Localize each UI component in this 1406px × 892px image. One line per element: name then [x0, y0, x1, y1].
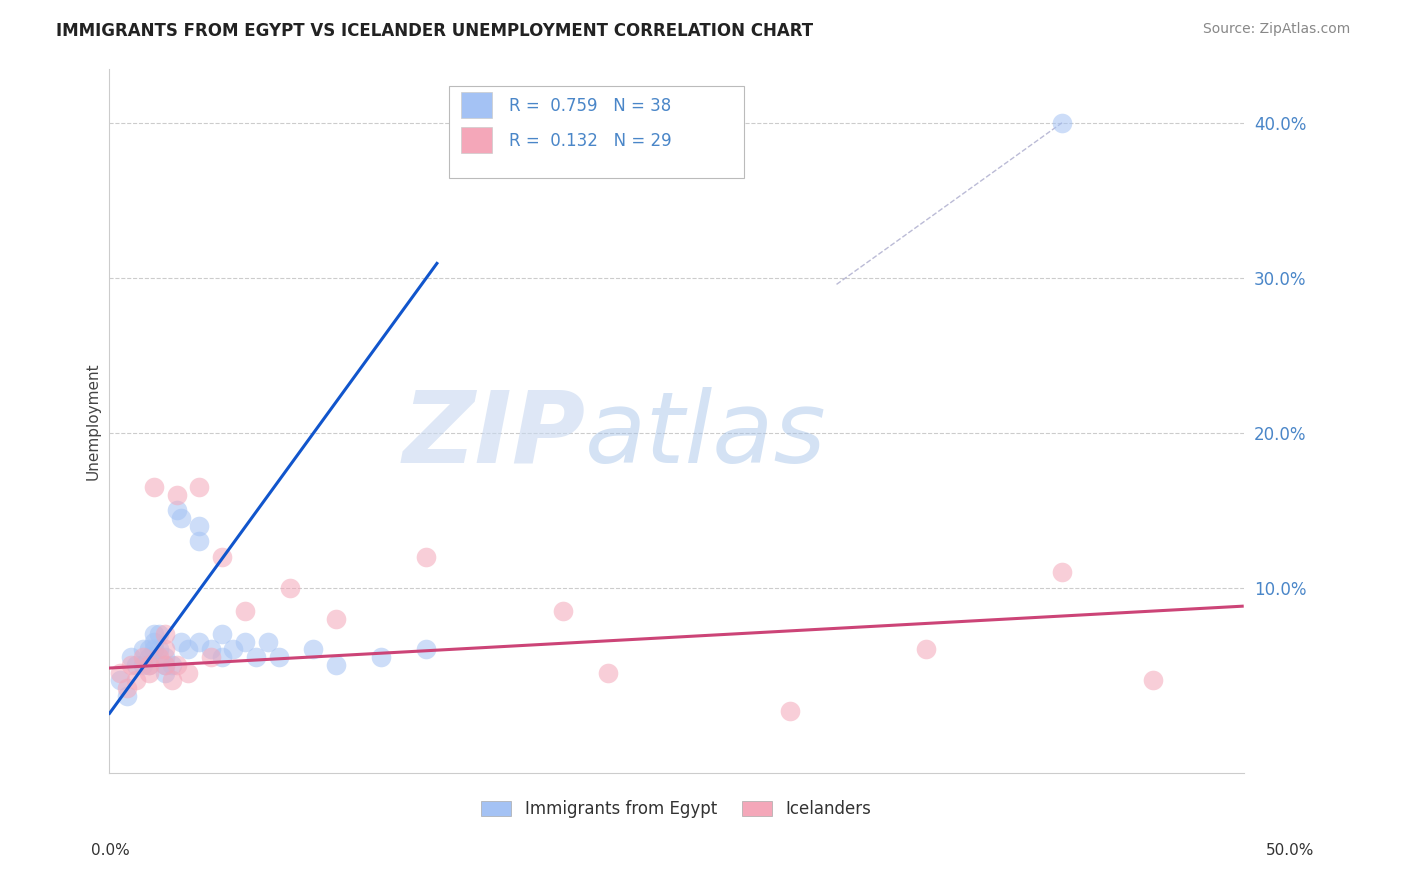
Text: atlas: atlas: [585, 386, 827, 483]
Point: [138, 642, 160, 657]
Point: [166, 503, 188, 517]
Point: [177, 665, 200, 680]
Point: [278, 581, 301, 595]
Point: [115, 689, 138, 703]
Point: [245, 650, 267, 665]
Point: [125, 673, 148, 688]
Point: [148, 642, 170, 657]
Point: [155, 627, 177, 641]
FancyBboxPatch shape: [449, 87, 744, 178]
Point: [188, 534, 211, 549]
Point: [155, 657, 177, 672]
Point: [138, 650, 160, 665]
Point: [155, 657, 177, 672]
Point: [200, 642, 222, 657]
Point: [160, 657, 183, 672]
Point: [233, 604, 256, 618]
Point: [143, 642, 166, 657]
Point: [170, 510, 193, 524]
Point: [1142, 673, 1164, 688]
Point: [148, 627, 170, 641]
FancyBboxPatch shape: [461, 128, 492, 153]
Point: [325, 611, 347, 625]
Text: 0.0%: 0.0%: [91, 843, 131, 858]
Point: [166, 657, 188, 672]
Point: [120, 657, 142, 672]
Text: R =  0.759   N = 38: R = 0.759 N = 38: [509, 97, 672, 115]
Point: [138, 665, 160, 680]
Text: 50.0%: 50.0%: [1267, 843, 1315, 858]
Point: [115, 681, 138, 696]
Point: [267, 650, 290, 665]
Point: [143, 634, 166, 648]
Point: [155, 642, 177, 657]
Point: [233, 634, 256, 648]
Point: [166, 487, 188, 501]
Point: [108, 673, 131, 688]
Point: [155, 665, 177, 680]
Point: [188, 634, 211, 648]
Point: [138, 657, 160, 672]
Point: [415, 642, 437, 657]
Text: ZIP: ZIP: [402, 386, 585, 483]
Point: [415, 549, 437, 564]
Point: [138, 657, 160, 672]
Text: Source: ZipAtlas.com: Source: ZipAtlas.com: [1202, 22, 1350, 37]
Point: [120, 650, 142, 665]
Text: R =  0.132   N = 29: R = 0.132 N = 29: [509, 132, 672, 150]
Point: [131, 650, 153, 665]
Y-axis label: Unemployment: Unemployment: [86, 362, 100, 480]
Point: [143, 627, 166, 641]
Point: [222, 642, 245, 657]
Point: [155, 650, 177, 665]
Point: [1050, 116, 1073, 130]
Point: [170, 634, 193, 648]
Point: [211, 650, 233, 665]
Point: [160, 673, 183, 688]
Point: [302, 642, 325, 657]
Point: [131, 642, 153, 657]
Point: [211, 549, 233, 564]
Point: [131, 657, 153, 672]
Text: IMMIGRANTS FROM EGYPT VS ICELANDER UNEMPLOYMENT CORRELATION CHART: IMMIGRANTS FROM EGYPT VS ICELANDER UNEMP…: [56, 22, 813, 40]
Point: [256, 634, 278, 648]
Point: [779, 705, 801, 719]
Point: [188, 480, 211, 494]
Point: [108, 665, 131, 680]
Legend: Immigrants from Egypt, Icelanders: Immigrants from Egypt, Icelanders: [475, 794, 877, 825]
Point: [211, 627, 233, 641]
Point: [125, 657, 148, 672]
Point: [551, 604, 574, 618]
Point: [188, 518, 211, 533]
Point: [143, 480, 166, 494]
Point: [1050, 565, 1073, 579]
Point: [325, 657, 347, 672]
Point: [370, 650, 392, 665]
Point: [200, 650, 222, 665]
Point: [915, 642, 938, 657]
FancyBboxPatch shape: [461, 92, 492, 118]
Point: [148, 650, 170, 665]
Point: [177, 642, 200, 657]
Point: [596, 665, 619, 680]
